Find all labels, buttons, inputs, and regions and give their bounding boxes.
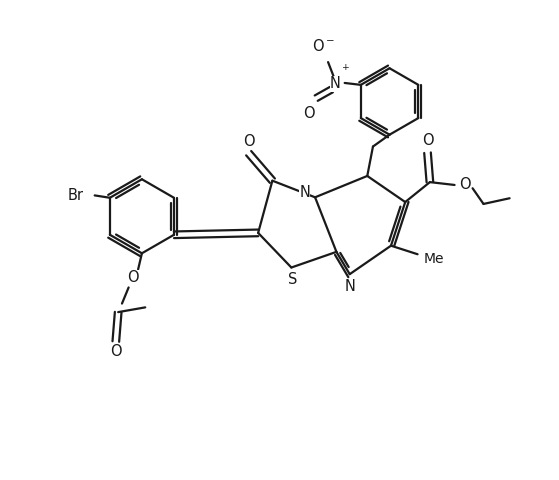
Text: O: O — [110, 345, 122, 360]
Text: N: N — [344, 279, 355, 294]
Text: S: S — [288, 272, 297, 288]
Text: O: O — [127, 270, 139, 286]
Text: O: O — [459, 177, 470, 192]
Text: $^+$: $^+$ — [340, 63, 351, 76]
Text: O: O — [304, 106, 315, 121]
Text: N: N — [330, 76, 340, 91]
Text: Br: Br — [68, 188, 84, 203]
Text: O$^-$: O$^-$ — [312, 38, 335, 54]
Text: O: O — [421, 133, 433, 148]
Text: Me: Me — [424, 252, 444, 266]
Text: N: N — [299, 185, 310, 200]
Text: O: O — [243, 134, 254, 149]
